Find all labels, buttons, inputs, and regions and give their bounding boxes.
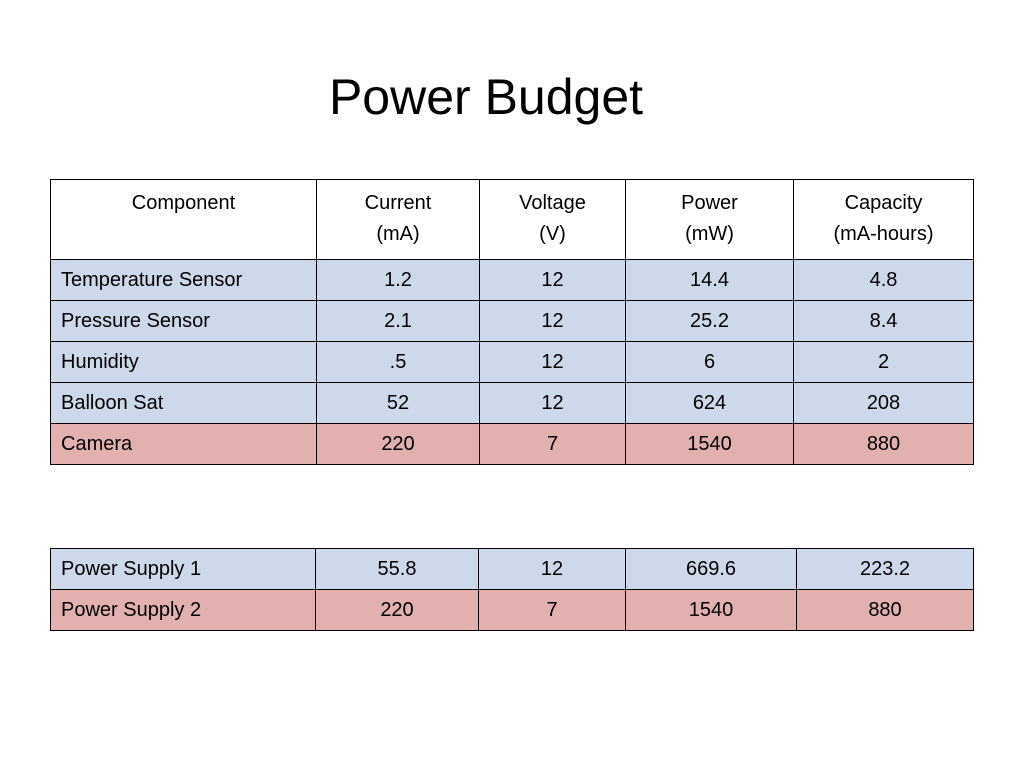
cell-voltage: 7 <box>479 423 626 465</box>
table-row: Power Supply 1 55.8 12 669.6 223.2 <box>50 548 974 590</box>
cell-capacity: 880 <box>796 589 974 631</box>
cell-component: Humidity <box>50 341 317 383</box>
header-line2: (mW) <box>685 223 734 245</box>
cell-component: Pressure Sensor <box>50 300 317 342</box>
power-supply-table-body: Power Supply 1 55.8 12 669.6 223.2 Power Supp… <box>50 548 974 631</box>
header-line2: (V) <box>539 223 566 245</box>
table-row: Humidity .5 12 6 2 <box>50 341 974 383</box>
cell-voltage: 12 <box>478 548 626 590</box>
header-line1: Current <box>364 192 432 214</box>
cell-component: Power Supply 1 <box>50 548 316 590</box>
cell-power: 624 <box>625 382 794 424</box>
cell-voltage: 12 <box>479 300 626 342</box>
slide-title: Power Budget <box>328 69 644 125</box>
table-row: Camera 220 7 1540 880 <box>50 423 974 465</box>
table-row: Pressure Sensor 2.1 12 25.2 8.4 <box>50 300 974 342</box>
header-line2: (mA) <box>376 223 420 245</box>
table-row: Balloon Sat 52 12 624 208 <box>50 382 974 424</box>
header-voltage: Voltage (V) <box>479 179 626 260</box>
cell-power: 669.6 <box>625 548 797 590</box>
cell-voltage: 12 <box>479 382 626 424</box>
cell-current: 220 <box>315 589 479 631</box>
cell-component: Power Supply 2 <box>50 589 316 631</box>
cell-capacity: 223.2 <box>796 548 974 590</box>
cell-capacity: 4.8 <box>793 259 974 301</box>
cell-current: .5 <box>316 341 480 383</box>
header-line1: Capacity <box>844 192 923 214</box>
cell-capacity: 2 <box>793 341 974 383</box>
cell-current: 2.1 <box>316 300 480 342</box>
cell-power: 1540 <box>625 589 797 631</box>
header-line1: Voltage <box>519 192 586 214</box>
header-line1: Power <box>681 192 738 214</box>
cell-voltage: 12 <box>479 259 626 301</box>
cell-power: 6 <box>625 341 794 383</box>
power-budget-table: Component Current (mA) Voltage (V) Power… <box>50 179 974 465</box>
header-power: Power (mW) <box>625 179 794 260</box>
cell-voltage: 7 <box>478 589 626 631</box>
cell-current: 220 <box>316 423 480 465</box>
cell-power: 1540 <box>625 423 794 465</box>
table-row: Power Supply 2 220 7 1540 880 <box>50 589 974 631</box>
cell-capacity: 8.4 <box>793 300 974 342</box>
cell-component: Camera <box>50 423 317 465</box>
cell-component: Temperature Sensor <box>50 259 317 301</box>
cell-current: 55.8 <box>315 548 479 590</box>
cell-power: 14.4 <box>625 259 794 301</box>
table-row: Temperature Sensor 1.2 12 14.4 4.8 <box>50 259 974 301</box>
power-budget-table-body: Temperature Sensor 1.2 12 14.4 4.8 Pressure S… <box>50 259 974 465</box>
header-capacity: Capacity (mA-hours) <box>793 179 974 260</box>
cell-current: 1.2 <box>316 259 480 301</box>
power-supply-table: Power Supply 1 55.8 12 669.6 223.2 Power Supp… <box>50 548 974 631</box>
cell-power: 25.2 <box>625 300 794 342</box>
cell-voltage: 12 <box>479 341 626 383</box>
header-current: Current (mA) <box>316 179 480 260</box>
cell-current: 52 <box>316 382 480 424</box>
header-line2: (mA-hours) <box>833 223 934 245</box>
header-component: Component <box>50 179 317 260</box>
header-line1: Component <box>131 192 236 214</box>
table-header-row: Component Current (mA) Voltage (V) Power… <box>50 179 974 260</box>
cell-component: Balloon Sat <box>50 382 317 424</box>
cell-capacity: 208 <box>793 382 974 424</box>
cell-capacity: 880 <box>793 423 974 465</box>
